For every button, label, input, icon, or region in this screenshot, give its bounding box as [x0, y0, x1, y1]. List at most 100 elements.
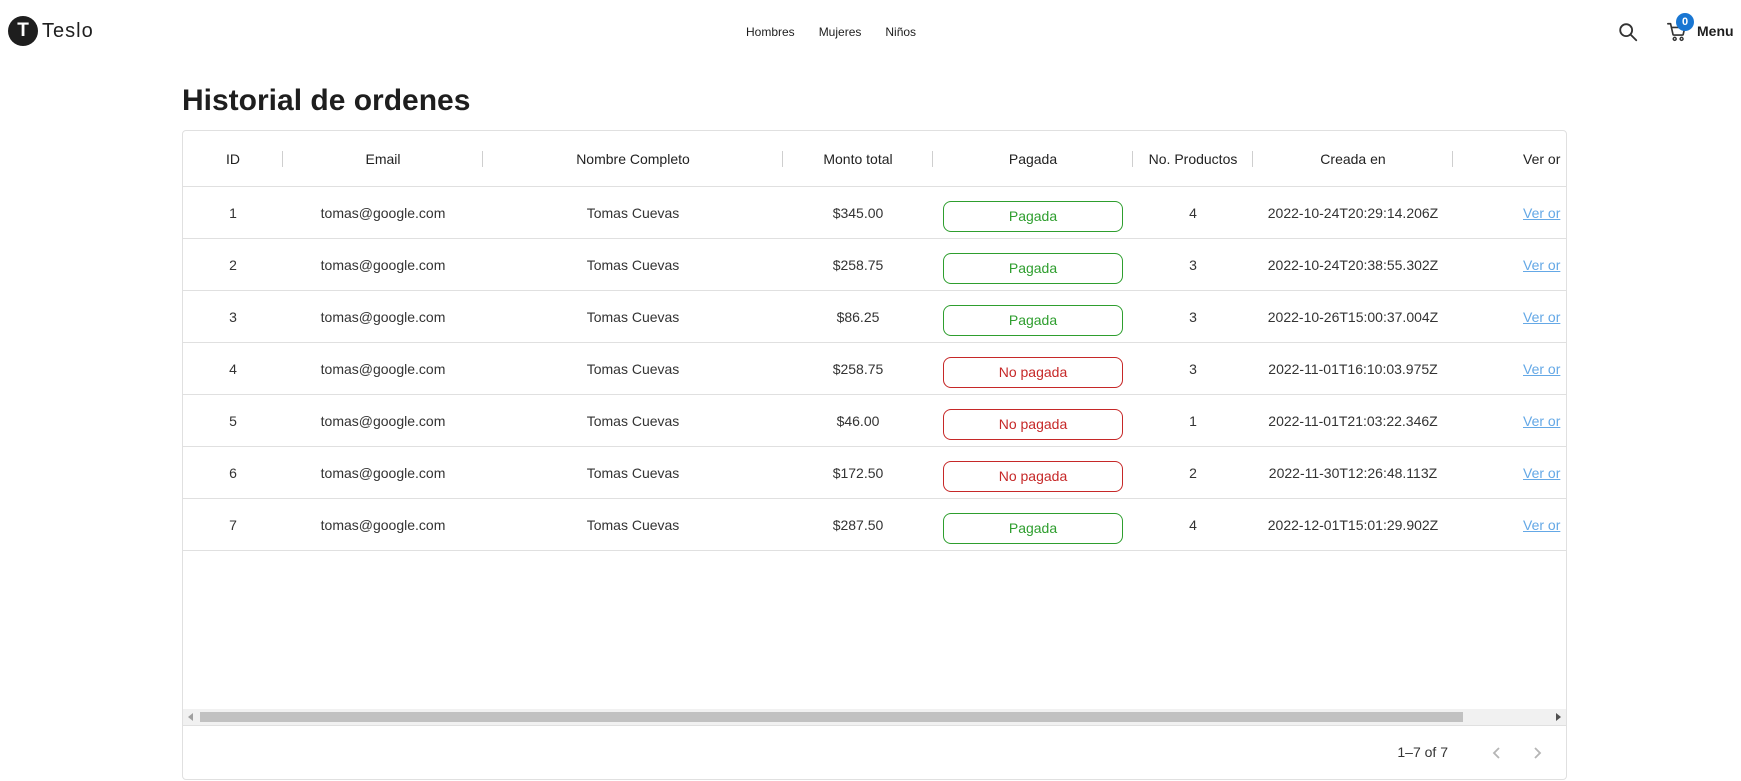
cell-name: Tomas Cuevas [586, 308, 680, 325]
payment-status-chip: Pagada [943, 252, 1123, 284]
cell-count: 4 [1189, 516, 1197, 533]
cell-link: Ver or [1453, 239, 1566, 290]
category-nav: Hombres Mujeres Niños [740, 22, 934, 42]
view-order-link[interactable]: Ver or [1523, 256, 1561, 273]
scroll-left-arrow-icon[interactable] [188, 713, 193, 721]
column-header-count[interactable]: No. Productos [1133, 131, 1253, 186]
table-row[interactable]: 5 tomas@google.com Tomas Cuevas $46.00 N… [183, 395, 1566, 447]
navbar: T Teslo Hombres Mujeres Niños 0 Menu [0, 0, 1741, 64]
cell-link: Ver or [1453, 447, 1566, 498]
nav-link-mujeres[interactable]: Mujeres [818, 25, 862, 39]
cell-id: 6 [229, 464, 237, 481]
brand-name: Teslo [42, 19, 94, 42]
cell-name: Tomas Cuevas [586, 516, 680, 533]
cell-id: 4 [229, 360, 237, 377]
cell-name: Tomas Cuevas [586, 412, 680, 429]
table-row[interactable]: 6 tomas@google.com Tomas Cuevas $172.50 … [183, 447, 1566, 499]
column-header-label: ID [226, 150, 240, 167]
column-header-amount[interactable]: Monto total [783, 131, 933, 186]
cell-email: tomas@google.com [320, 204, 446, 221]
cell-id: 1 [229, 204, 237, 221]
cell-link: Ver or [1453, 291, 1566, 342]
view-order-link[interactable]: Ver or [1523, 516, 1561, 533]
cell-amount: $287.50 [832, 516, 884, 533]
nav-link-hombres[interactable]: Hombres [746, 25, 795, 39]
cell-email: tomas@google.com [320, 516, 446, 533]
cell-link: Ver or [1453, 395, 1566, 446]
cell-amount: $345.00 [832, 204, 884, 221]
cell-date: 2022-12-01T15:01:29.902Z [1267, 516, 1439, 533]
horizontal-scrollbar[interactable] [183, 709, 1566, 725]
cell-count: 1 [1189, 412, 1197, 429]
cell-count: 3 [1189, 256, 1197, 273]
payment-status-chip: Pagada [943, 200, 1123, 232]
scroll-right-arrow-icon[interactable] [1556, 713, 1561, 721]
cell-count: 4 [1189, 204, 1197, 221]
column-separator[interactable] [482, 151, 483, 167]
brand-logo-link[interactable]: T Teslo [8, 16, 94, 46]
view-order-link[interactable]: Ver or [1523, 308, 1561, 325]
cell-paid: Pagada [933, 187, 1133, 238]
payment-status-chip: No pagada [943, 460, 1123, 492]
column-separator[interactable] [1252, 151, 1253, 167]
cell-link: Ver or [1453, 499, 1566, 550]
cell-id: 3 [229, 308, 237, 325]
cell-paid: No pagada [933, 447, 1133, 498]
cell-date: 2022-11-01T16:10:03.975Z [1268, 360, 1438, 377]
cell-email: tomas@google.com [320, 360, 446, 377]
cell-email: tomas@google.com [320, 256, 446, 273]
cell-count: 3 [1189, 308, 1197, 325]
table-row[interactable]: 4 tomas@google.com Tomas Cuevas $258.75 … [183, 343, 1566, 395]
cell-id: 2 [229, 256, 237, 273]
cell-paid: Pagada [933, 291, 1133, 342]
cell-paid: No pagada [933, 395, 1133, 446]
column-separator[interactable] [1452, 151, 1453, 167]
table-row[interactable]: 2 tomas@google.com Tomas Cuevas $258.75 … [183, 239, 1566, 291]
table-row[interactable]: 3 tomas@google.com Tomas Cuevas $86.25 P… [183, 291, 1566, 343]
column-separator[interactable] [932, 151, 933, 167]
cell-amount: $172.50 [832, 464, 884, 481]
cell-name: Tomas Cuevas [586, 360, 680, 377]
menu-button[interactable]: Menu [1697, 23, 1734, 39]
cell-paid: No pagada [933, 343, 1133, 394]
view-order-link[interactable]: Ver or [1523, 464, 1561, 481]
next-page-button[interactable] [1522, 738, 1552, 768]
payment-status-chip: No pagada [943, 408, 1123, 440]
payment-status-chip: No pagada [943, 356, 1123, 388]
cell-id: 5 [229, 412, 237, 429]
cell-paid: Pagada [933, 239, 1133, 290]
column-separator[interactable] [782, 151, 783, 167]
cell-name: Tomas Cuevas [586, 256, 680, 273]
column-header-label: Nombre Completo [576, 150, 690, 167]
cell-date: 2022-11-30T12:26:48.113Z [1268, 464, 1438, 481]
column-header-name[interactable]: Nombre Completo [483, 131, 783, 186]
cell-amount: $46.00 [836, 412, 880, 429]
cart-button[interactable]: 0 [1659, 13, 1695, 50]
view-order-link[interactable]: Ver or [1523, 412, 1561, 429]
table-row[interactable]: 7 tomas@google.com Tomas Cuevas $287.50 … [183, 499, 1566, 551]
cell-date: 2022-11-01T21:03:22.346Z [1268, 412, 1438, 429]
column-header-link[interactable]: Ver or [1453, 131, 1566, 186]
cell-date: 2022-10-24T20:38:55.302Z [1267, 256, 1439, 273]
column-header-email[interactable]: Email [283, 131, 483, 186]
column-header-date[interactable]: Creada en [1253, 131, 1453, 186]
table-row[interactable]: 1 tomas@google.com Tomas Cuevas $345.00 … [183, 187, 1566, 239]
grid-viewport: ID Email Nombre Completo Monto total Pag… [183, 131, 1566, 715]
search-button[interactable] [1610, 14, 1646, 50]
view-order-link[interactable]: Ver or [1523, 360, 1561, 377]
column-header-id[interactable]: ID [183, 131, 283, 186]
nav-link-ninos[interactable]: Niños [885, 25, 917, 39]
table-header-row: ID Email Nombre Completo Monto total Pag… [183, 131, 1566, 187]
search-icon [1619, 23, 1638, 42]
cell-name: Tomas Cuevas [586, 464, 680, 481]
column-header-label: Monto total [823, 150, 893, 167]
cell-email: tomas@google.com [320, 412, 446, 429]
payment-status-chip: Pagada [943, 304, 1123, 336]
scrollbar-thumb[interactable] [200, 712, 1463, 722]
column-header-label: Pagada [1008, 150, 1058, 167]
previous-page-button[interactable] [1482, 738, 1512, 768]
view-order-link[interactable]: Ver or [1523, 204, 1561, 221]
column-separator[interactable] [1132, 151, 1133, 167]
column-separator[interactable] [282, 151, 283, 167]
column-header-paid[interactable]: Pagada [933, 131, 1133, 186]
